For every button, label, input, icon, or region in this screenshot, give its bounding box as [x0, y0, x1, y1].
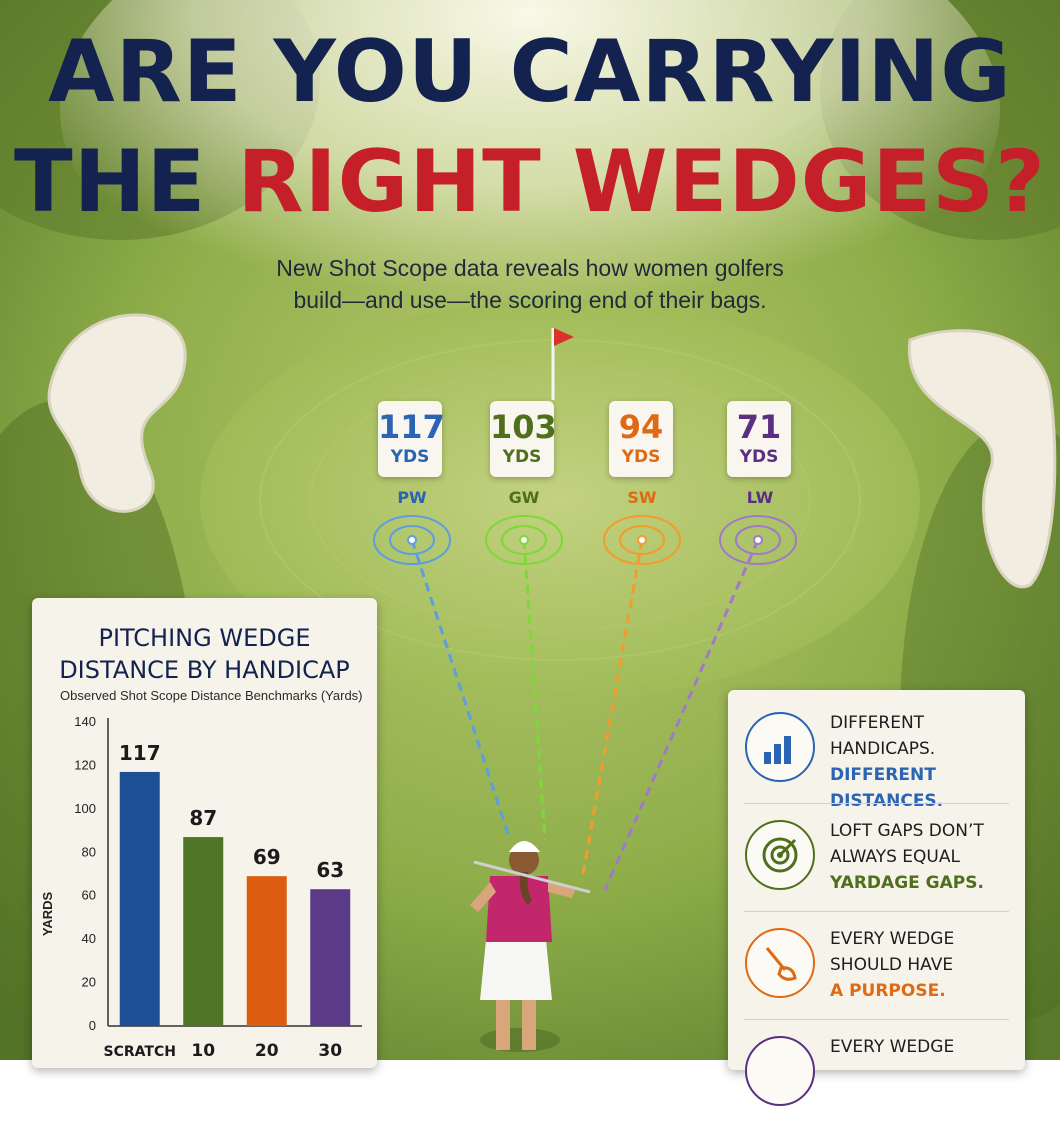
info-highlight: A PURPOSE. [830, 981, 946, 1001]
wedge-icon [745, 1036, 815, 1106]
yardage-value: 94 [618, 408, 664, 446]
chart-title-line-1: PITCHING WEDGE [98, 624, 311, 652]
club-label-gw: GW [508, 488, 540, 507]
info-item-loft-gaps: LOFT GAPS DON’T ALWAYS EQUAL YARDAGE GAP… [728, 812, 1025, 924]
yardage-unit: YDS [621, 447, 661, 467]
divider [744, 1019, 1009, 1020]
x-tick-label: 20 [255, 1041, 279, 1061]
target-pw [373, 515, 451, 565]
y-tick-label: 20 [82, 975, 96, 990]
chart-panel: PITCHING WEDGE DISTANCE BY HANDICAP Obse… [32, 598, 377, 1068]
y-tick-label: 100 [74, 801, 96, 816]
y-tick-label: 0 [89, 1018, 96, 1033]
target-lw [719, 515, 797, 565]
subtitle-line-1: New Shot Scope data reveals how women go… [276, 255, 784, 281]
bar-value-label: 117 [119, 741, 161, 765]
yardage-card-pw: 117 YDS [378, 401, 445, 477]
yardage-unit: YDS [739, 447, 779, 467]
yardage-card-gw: 103 YDS [490, 401, 557, 477]
bunker-right [907, 329, 1057, 589]
bar-10 [183, 837, 224, 1026]
target-icon [745, 820, 815, 890]
headline-line-2: THE RIGHT WEDGES? [0, 132, 1060, 232]
yardage-unit: YDS [390, 447, 430, 467]
y-tick-label: 140 [74, 714, 96, 729]
chart-subtitle: Observed Shot Scope Distance Benchmarks … [60, 688, 363, 703]
info-line-2: HANDICAPS. [830, 739, 936, 759]
bar-chart-icon [745, 712, 815, 782]
club-label-sw: SW [627, 488, 657, 507]
headline-prefix: THE [14, 132, 207, 232]
y-tick-label: 80 [82, 844, 96, 859]
info-line-2: SHOULD HAVE [830, 955, 954, 975]
info-line-1: DIFFERENT [830, 713, 925, 733]
info-line-1: EVERY WEDGE [830, 1037, 955, 1057]
info-highlight: YARDAGE GAPS. [830, 873, 984, 893]
wedge-club-icon [745, 928, 815, 998]
info-item-purpose: EVERY WEDGE SHOULD HAVE A PURPOSE. [728, 920, 1025, 1032]
info-highlight: DIFFERENT DISTANCES. [830, 765, 944, 811]
divider [744, 911, 1009, 912]
target-sw [603, 515, 681, 565]
divider [744, 803, 1009, 804]
headline-line-1: ARE YOU CARRYING [48, 22, 1012, 122]
y-tick-label: 120 [74, 757, 96, 772]
info-panel: DIFFERENT HANDICAPS. DIFFERENT DISTANCES… [728, 690, 1025, 1106]
y-tick-label: 40 [82, 931, 96, 946]
y-axis-label: YARDS [40, 892, 55, 937]
subtitle: New Shot Scope data reveals how women go… [0, 252, 1060, 316]
bar-30 [310, 889, 351, 1026]
info-line-1: LOFT GAPS DON’T [830, 821, 984, 841]
subtitle-line-2: build—and use—the scoring end of their b… [293, 287, 767, 313]
yardage-value: 117 [378, 408, 445, 446]
bar-scratch [119, 771, 160, 1026]
x-tick-label: 10 [191, 1041, 215, 1061]
yardage-card-lw: 71 YDS [727, 401, 791, 477]
yardage-unit: YDS [502, 447, 542, 467]
info-item-distances: DIFFERENT HANDICAPS. DIFFERENT DISTANCES… [728, 704, 1025, 816]
target-gw [485, 515, 563, 565]
yardage-value: 103 [490, 408, 557, 446]
info-item-every-wedge: EVERY WEDGE [728, 1028, 1025, 1140]
bar-chart: 0 20 40 60 80 100 120 140 YARDS 117 SCRATCH 87 10 69 2… [40, 714, 362, 1061]
club-label-pw: PW [397, 488, 427, 507]
info-line-1: EVERY WEDGE [830, 929, 955, 949]
bar-value-label: 69 [253, 845, 281, 869]
chart-title-line-2: DISTANCE BY HANDICAP [59, 656, 350, 684]
red-flag-icon [554, 328, 574, 346]
bar-value-label: 87 [189, 806, 217, 830]
x-tick-label: SCRATCH [104, 1044, 176, 1060]
y-tick-label: 60 [82, 888, 96, 903]
headline-highlight: RIGHT WEDGES? [237, 132, 1046, 232]
club-label-lw: LW [746, 488, 774, 507]
yardage-card-sw: 94 YDS [609, 401, 673, 477]
bunker-left [47, 313, 187, 513]
golfer-illustration [470, 841, 591, 1052]
bar-value-label: 63 [316, 858, 344, 882]
x-tick-label: 30 [318, 1041, 342, 1061]
bar-20 [246, 876, 287, 1026]
yardage-value: 71 [736, 408, 782, 446]
info-line-2: ALWAYS EQUAL [830, 847, 960, 867]
chart-title: PITCHING WEDGE DISTANCE BY HANDICAP [32, 622, 377, 686]
